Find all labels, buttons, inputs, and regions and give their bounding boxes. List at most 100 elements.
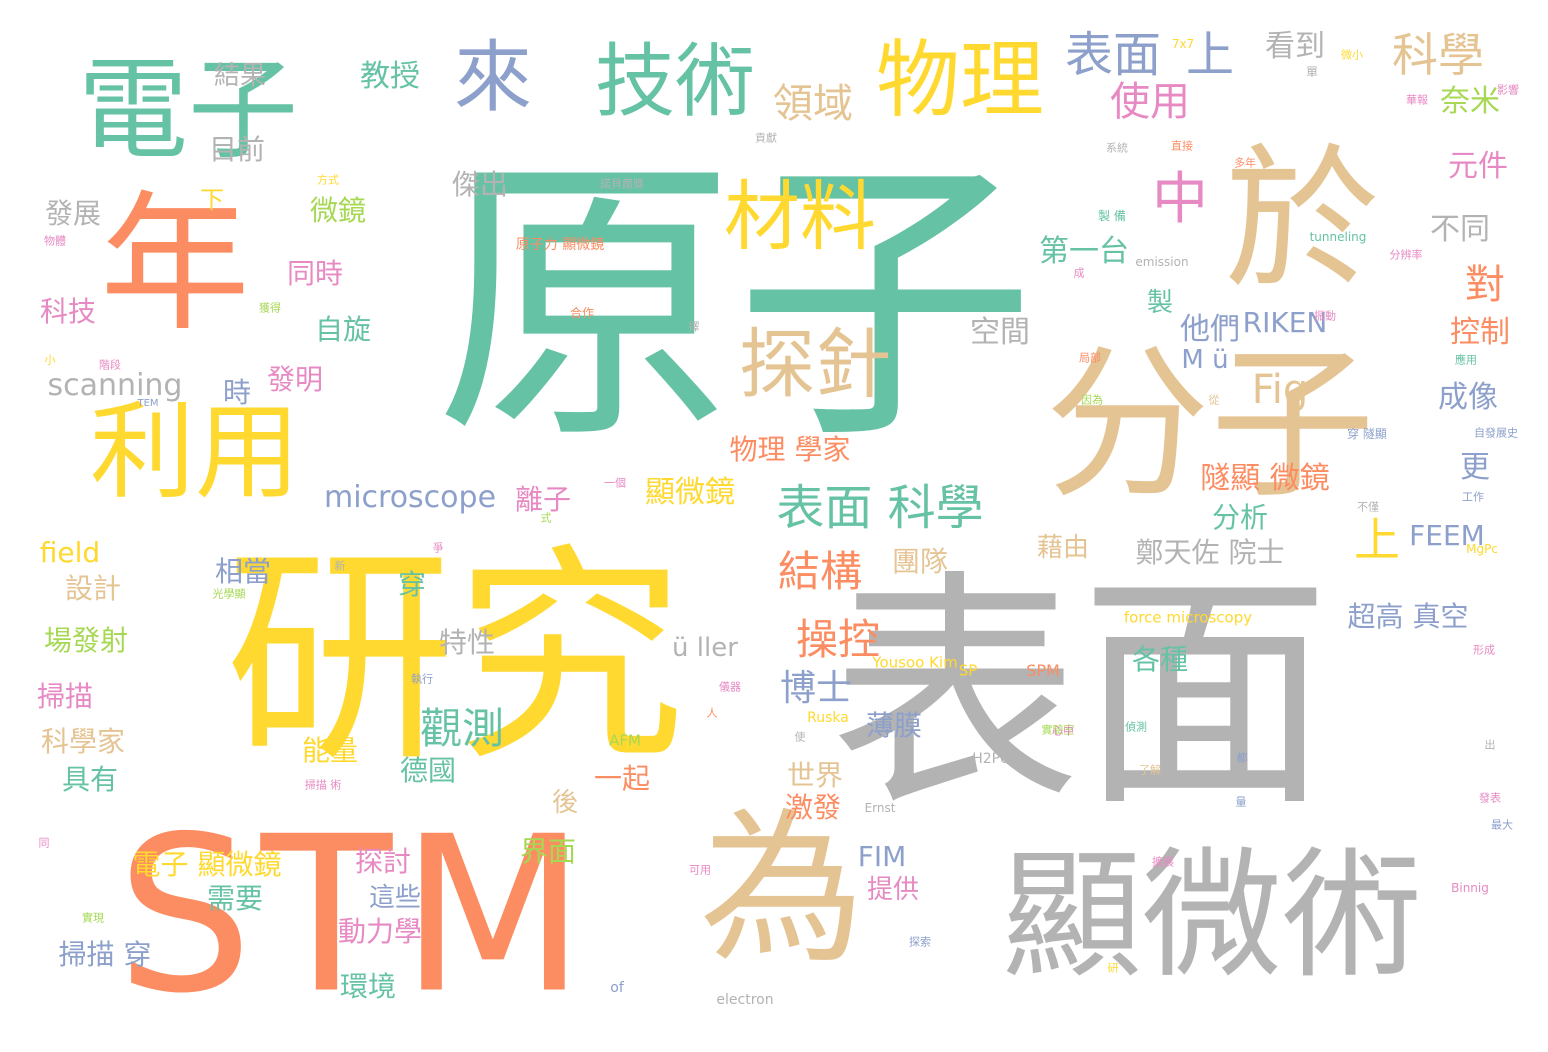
cloud-word: Ernst (864, 801, 896, 815)
cloud-word: 振動 (1314, 309, 1336, 323)
cloud-word: 結果 (213, 61, 267, 91)
cloud-word: 小 (44, 353, 56, 367)
cloud-word: H2Pc (972, 751, 1008, 767)
cloud-word: 分子 (1045, 328, 1375, 521)
cloud-word: electron (716, 992, 774, 1008)
cloud-word: 微鏡 (309, 194, 367, 227)
cloud-word: 團隊 (891, 545, 949, 578)
cloud-word: 上 (1185, 27, 1235, 83)
cloud-word: 人 (706, 706, 718, 720)
cloud-word: 博士 (779, 668, 853, 709)
cloud-word: 研究 (224, 526, 686, 793)
cloud-word: 貢獻 (755, 131, 777, 145)
cloud-word: 實現 (82, 911, 104, 925)
cloud-word: 來 (453, 33, 533, 123)
cloud-word: 教授 (360, 59, 420, 94)
cloud-word: Yousoo Kim (872, 653, 958, 672)
cloud-word: 穿 隧顯 (1347, 427, 1387, 441)
cloud-word: 年 (99, 178, 251, 352)
cloud-word: 對 (1465, 262, 1505, 308)
cloud-word: 最大 (1491, 818, 1513, 832)
cloud-word: 為 (699, 793, 865, 986)
cloud-word: 傑出 (451, 168, 509, 201)
cloud-word: SPM (1026, 661, 1060, 680)
cloud-word: 諾貝爾獎 (600, 177, 644, 191)
cloud-word: 獲得 (259, 301, 281, 315)
cloud-word: Ruska (807, 710, 849, 726)
cloud-word: 探針 (739, 320, 891, 409)
cloud-word: 物體 (44, 234, 66, 248)
cloud-word: 看到 (1265, 29, 1325, 64)
cloud-word: 微小 (1341, 48, 1363, 62)
cloud-word: 製 (1146, 288, 1174, 318)
cloud-word: Binnig (1451, 881, 1489, 895)
cloud-word: 發展 (44, 197, 102, 230)
cloud-word: 直接 (1171, 139, 1193, 153)
cloud-word: 自發展史 (1474, 426, 1518, 440)
cloud-word: 可用 (689, 863, 711, 877)
cloud-word: 於 (1224, 129, 1380, 311)
cloud-word: 鄭天佐 院士 (1135, 536, 1285, 569)
cloud-word: 方式 (317, 173, 339, 187)
cloud-word: 元件 (1448, 149, 1508, 184)
cloud-word: 一個 (604, 476, 626, 490)
cloud-word: 原子力 顯微鏡 (515, 237, 605, 253)
cloud-word: 操控 (795, 615, 881, 664)
cloud-word: 系統 (1106, 141, 1128, 155)
cloud-word: 上 (1354, 513, 1400, 567)
cloud-word: MgPc (1466, 542, 1498, 556)
cloud-word: 科學 (1392, 28, 1484, 82)
cloud-word: 式 (540, 511, 552, 525)
cloud-word: 單 (1305, 65, 1319, 79)
cloud-word: AFM (609, 731, 641, 750)
cloud-word: 從 (1208, 393, 1220, 407)
cloud-word: 中 (1152, 167, 1208, 232)
cloud-word: 他們 (1180, 312, 1240, 347)
cloud-word: 光學顯 (212, 587, 246, 601)
cloud-word: 形成 (1473, 643, 1495, 657)
cloud-word: 掃描 穿 (58, 938, 152, 971)
cloud-word: 影響 (1497, 83, 1519, 97)
cloud-word: 同 (38, 836, 50, 850)
cloud-word: 量 (1235, 795, 1247, 809)
cloud-word: 第一台 (1039, 234, 1129, 269)
cloud-word: 科學家 (40, 725, 126, 758)
cloud-word: 材料 (724, 172, 876, 261)
cloud-word: 工作 (1462, 490, 1484, 504)
cloud-word: 原子 (435, 130, 1035, 479)
cloud-word: 合作 (569, 306, 595, 320)
cloud-word: 場發射 (43, 624, 129, 657)
cloud-word: 技術 (595, 35, 755, 128)
cloud-word: 因為 (1081, 393, 1103, 407)
cloud-word: 穿 (397, 568, 427, 601)
cloud-word: 執行 (411, 672, 433, 686)
cloud-word: 科技 (39, 295, 97, 328)
cloud-word: 顯微術 (1001, 835, 1423, 998)
cloud-word: FIM (857, 840, 907, 873)
cloud-word: 設計 (64, 572, 122, 605)
cloud-word: scanning (47, 368, 183, 403)
cloud-word: 空間 (970, 315, 1030, 350)
cloud-word: 結構 (777, 547, 863, 596)
cloud-word: 一起 (593, 762, 651, 795)
cloud-word: 物理 (875, 31, 1045, 129)
cloud-word: 表面 (830, 549, 1330, 840)
cloud-word: 分辨率 (1389, 248, 1423, 262)
cloud-word: 階段 (99, 358, 121, 372)
cloud-word: 激發 (784, 791, 842, 824)
cloud-word: 成 (1073, 266, 1085, 280)
cloud-word: 需要 (206, 882, 264, 915)
cloud-word: 特性 (438, 626, 496, 659)
cloud-word: 動力學 (337, 915, 423, 948)
cloud-word: 表面 科學 (776, 480, 984, 536)
cloud-word: STM (116, 789, 594, 1041)
cloud-word: of (610, 980, 624, 996)
cloud-word: 領域 (773, 81, 853, 127)
cloud-word: 發表 (1479, 791, 1501, 805)
cloud-word: 分析 (1211, 501, 1269, 534)
cloud-word: 實驗室 (1041, 723, 1075, 737)
cloud-word: 應用 (1455, 353, 1477, 367)
cloud-word: 物理 學家 (729, 433, 851, 466)
cloud-word: 觀測 (419, 704, 505, 753)
